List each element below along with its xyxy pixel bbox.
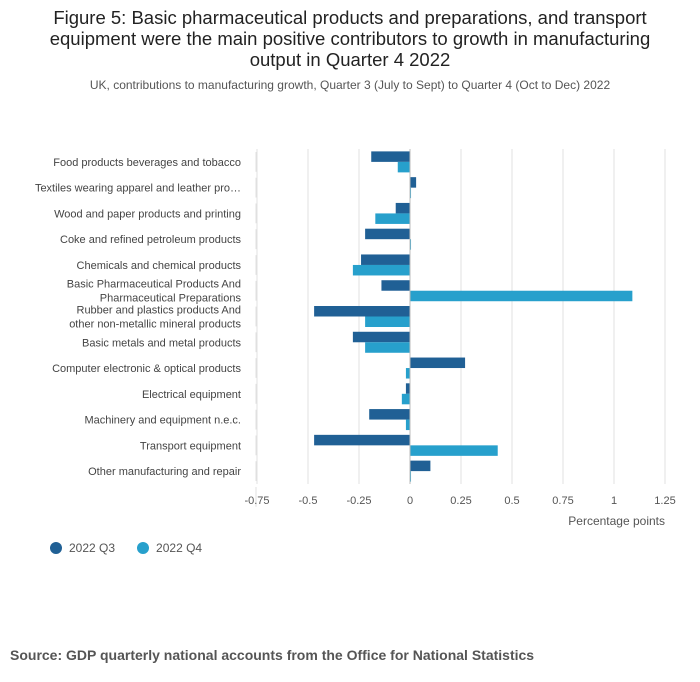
bar-q3: [410, 177, 417, 188]
bar-q4: [375, 213, 410, 224]
category-label: Coke and refined petroleum products: [60, 234, 241, 246]
bar-q3: [371, 151, 410, 162]
legend-label-q3: 2022 Q3: [69, 541, 116, 555]
bar-q4: [405, 368, 410, 379]
category-label: Computer electronic & optical products: [52, 363, 241, 375]
category-label: Food products beverages and tobacco: [53, 157, 241, 169]
chart-subtitle: UK, contributions to manufacturing growt…: [89, 78, 611, 92]
category-label: Transport equipment: [140, 440, 241, 452]
bar-q4: [410, 290, 633, 302]
bar-q4: [365, 316, 410, 327]
x-tick-label: -0.5: [299, 495, 318, 507]
bar-q3: [314, 434, 410, 446]
category-label: Chemicals and chemical products: [77, 260, 242, 272]
legend-swatch-q4: [137, 542, 150, 554]
bar-q4: [352, 264, 410, 276]
category-label: Electrical equipment: [142, 389, 241, 401]
chart-title: Figure 5: Basic pharmaceutical products …: [0, 7, 700, 70]
x-tick-label: -0.75: [244, 495, 269, 507]
category-label: Textiles wearing apparel and leather pro…: [35, 183, 241, 195]
chart-title-line-1: Figure 5: Basic pharmaceutical products …: [53, 7, 647, 28]
legend-item-q3[interactable]: 2022 Q3: [50, 541, 115, 555]
category-label: Wood and paper products and printing: [54, 208, 241, 220]
category-label: other non-metallic mineral products: [69, 319, 241, 331]
category-label: Basic metals and metal products: [82, 337, 241, 349]
bar-q3: [395, 202, 410, 214]
bar-q3: [365, 228, 410, 240]
x-tick-label: 0.25: [450, 495, 471, 507]
x-tick-label: 0.5: [504, 495, 519, 507]
source-note: Source: GDP quarterly national accounts …: [10, 647, 535, 663]
x-tick-label: 1: [611, 495, 617, 507]
bar-q3: [361, 254, 410, 265]
bar-q4: [397, 161, 410, 173]
category-label: Machinery and equipment n.e.c.: [84, 415, 241, 427]
bar-q3: [381, 280, 410, 291]
bar-q4: [401, 393, 410, 405]
bar-q4: [405, 419, 410, 431]
bar-q3: [314, 306, 410, 317]
x-tick-label: -0.25: [346, 495, 371, 507]
bar-q4: [410, 471, 412, 482]
category-label: Pharmaceutical Preparations: [100, 293, 242, 305]
bar-q4: [365, 342, 410, 353]
x-tick-label: 1.25: [654, 495, 675, 507]
bar-q3: [410, 460, 431, 472]
bar-q3: [405, 383, 410, 394]
chart-title-line-3: output in Quarter 4 2022: [249, 49, 451, 70]
bar-q4: [410, 445, 498, 456]
legend-label-q4: 2022 Q4: [156, 541, 203, 555]
bar-q3: [352, 331, 410, 343]
bar-chart: Food products beverages and tobacco Texti…: [35, 149, 676, 528]
category-label: Basic Pharmaceutical Products And: [67, 279, 241, 291]
bar-q3: [369, 409, 410, 420]
legend-swatch-q3: [50, 542, 62, 554]
x-tick-label: 0.75: [552, 495, 573, 507]
category-label: Other manufacturing and repair: [88, 466, 241, 478]
legend-item-q4[interactable]: 2022 Q4: [137, 541, 202, 555]
bar-q4: [410, 187, 412, 199]
legend: 2022 Q3 2022 Q4: [50, 541, 224, 555]
bar-q3: [410, 357, 466, 369]
bar-q4: [410, 239, 412, 250]
chart-title-line-2: equipment were the main positive contrib…: [49, 28, 651, 49]
x-tick-label: 0: [407, 495, 413, 507]
x-axis-title: Percentage points: [568, 514, 665, 528]
category-label: Rubber and plastics products And: [77, 305, 242, 317]
